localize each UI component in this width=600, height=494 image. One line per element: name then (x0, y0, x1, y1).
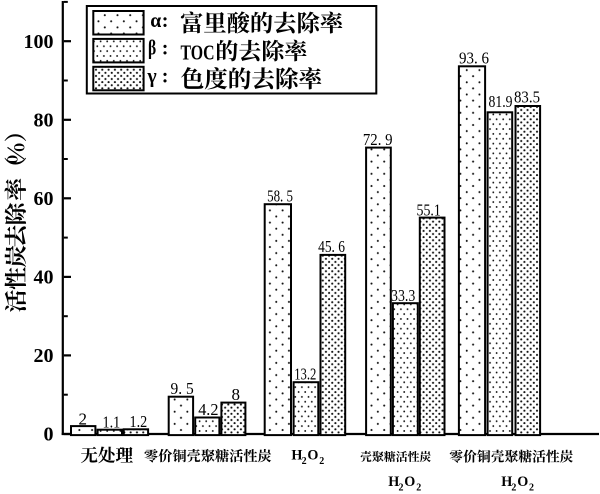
svg-text:2: 2 (79, 410, 88, 429)
svg-text:2: 2 (302, 456, 307, 467)
svg-text:O: O (517, 474, 528, 490)
svg-text:O: O (307, 448, 318, 464)
svg-text:20: 20 (34, 345, 54, 367)
svg-text:2: 2 (511, 483, 516, 494)
svg-text:1.2: 1.2 (130, 412, 148, 431)
svg-text:81.9: 81.9 (489, 92, 513, 111)
svg-text:2: 2 (319, 456, 324, 467)
svg-text:1.1: 1.1 (103, 412, 121, 431)
svg-text:40: 40 (34, 267, 54, 289)
svg-text:72. 9: 72. 9 (363, 130, 393, 149)
svg-text:55.1: 55.1 (417, 200, 441, 219)
svg-text:H: H (501, 474, 512, 490)
svg-text:33.3: 33.3 (391, 286, 415, 305)
svg-text:9. 5: 9. 5 (171, 379, 194, 398)
svg-text:TOC: TOC (181, 40, 215, 64)
svg-text:2: 2 (529, 483, 534, 494)
svg-text:83.5: 83.5 (514, 88, 540, 107)
svg-text::: : (162, 38, 169, 60)
svg-text:γ: γ (146, 64, 156, 88)
svg-text:H: H (291, 448, 302, 464)
svg-text:α: α (150, 8, 161, 32)
svg-text:80: 80 (34, 109, 54, 131)
svg-text::: : (162, 10, 169, 32)
svg-text:4.2: 4.2 (198, 400, 218, 419)
svg-text:2: 2 (416, 483, 421, 494)
svg-text:93. 6: 93. 6 (459, 49, 489, 68)
svg-text:O: O (404, 474, 415, 490)
svg-text:60: 60 (34, 188, 54, 210)
svg-text:45. 6: 45. 6 (318, 237, 345, 256)
svg-text:8: 8 (231, 385, 240, 404)
svg-text:13.2: 13.2 (294, 365, 316, 384)
svg-text:β: β (148, 36, 156, 60)
svg-text:0: 0 (44, 424, 54, 446)
svg-text:100: 100 (24, 31, 54, 53)
svg-text:2: 2 (399, 483, 404, 494)
svg-text:H: H (388, 474, 399, 490)
svg-text::: : (162, 66, 169, 88)
svg-text:58. 5: 58. 5 (267, 187, 293, 206)
